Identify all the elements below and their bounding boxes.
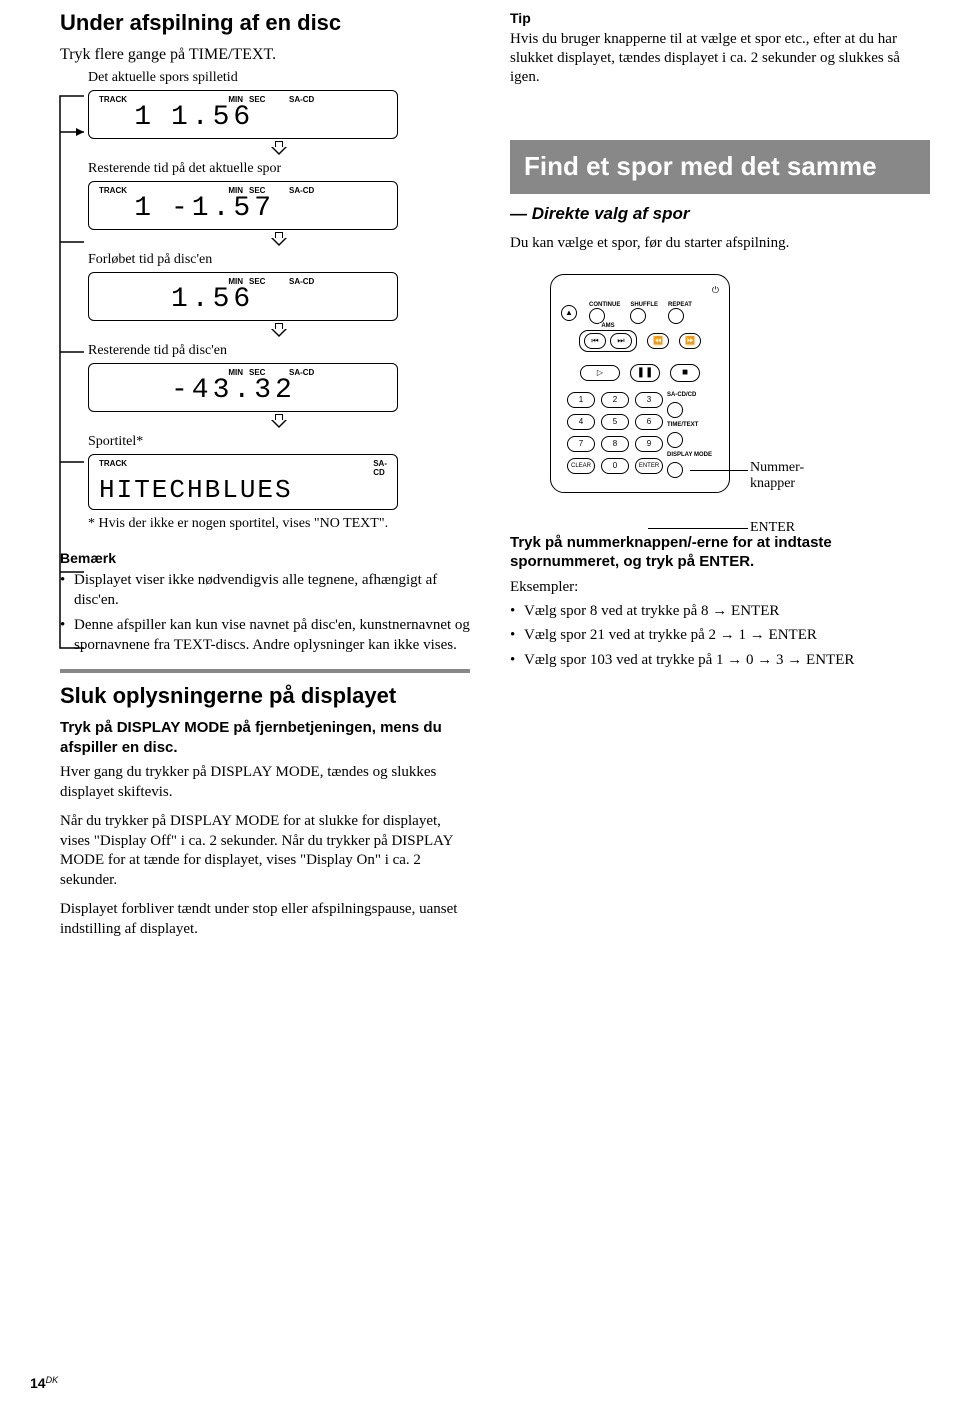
repeat-label: REPEAT xyxy=(668,302,692,308)
clear-button: CLEAR xyxy=(567,458,595,474)
continue-button xyxy=(589,308,605,324)
bemaerk-item: Displayet viser ikke nødvendigvis alle t… xyxy=(60,570,470,611)
lcd1-track: 1 xyxy=(99,104,171,132)
num-0-button: 0 xyxy=(601,458,629,474)
power-icon: ⏻ xyxy=(561,285,719,296)
lcd-3: MIN SEC SA-CD 1.56 xyxy=(88,272,398,321)
next-button: ⏭ xyxy=(610,333,632,349)
num-7-button: 7 xyxy=(567,436,595,452)
label-number-buttons: Nummer-knapper xyxy=(750,460,840,492)
page-number: 14DK xyxy=(30,1375,58,1391)
lcd1-time: 1.56 xyxy=(171,104,387,132)
tip-header: Tip xyxy=(510,10,930,26)
lcd-2: TRACK MIN SEC SA-CD 1 -1.57 xyxy=(88,181,398,230)
num-3-button: 3 xyxy=(635,392,663,408)
heading-sluk: Sluk oplysningerne på displayet xyxy=(60,683,470,708)
flow-bracket xyxy=(56,92,88,652)
lcd-4: MIN SEC SA-CD -43.32 xyxy=(88,363,398,412)
lcd-label-sec: SEC xyxy=(249,95,289,104)
bemaerk-header: Bemærk xyxy=(60,550,470,566)
feature-paragraph: Du kan vælge et spor, før du starter afs… xyxy=(510,234,930,254)
subheading: Tryk flere gange på TIME/TEXT. xyxy=(60,46,470,64)
feature-box: Find et spor med det samme xyxy=(510,140,930,194)
heading-main: Under afspilning af en disc xyxy=(60,10,470,36)
lcd3-time: 1.56 xyxy=(171,286,387,314)
repeat-button xyxy=(668,308,684,324)
num-6-button: 6 xyxy=(635,414,663,430)
num-1-button: 1 xyxy=(567,392,595,408)
display-mode-button xyxy=(667,462,683,478)
lcd-label-sacd: SA-CD xyxy=(289,277,387,286)
time-text-label: TIME/TEXT xyxy=(667,422,698,428)
time-text-button xyxy=(667,432,683,448)
label-enter: ENTER xyxy=(750,520,795,536)
instruction-bold: Tryk på DISPLAY MODE på fjernbetjeningen… xyxy=(60,718,470,757)
num-5-button: 5 xyxy=(601,414,629,430)
body-paragraph: Hver gang du trykker på DISPLAY MODE, tæ… xyxy=(60,763,470,802)
lcd-label-sacd: SA-CD xyxy=(289,95,387,104)
tip-body: Hvis du bruger knapperne til at vælge et… xyxy=(510,30,930,86)
lcd-label-sec: SEC xyxy=(249,277,289,286)
page-number-value: 14 xyxy=(30,1375,46,1391)
caption-2: Resterende tid på det aktuelle spor xyxy=(88,161,470,177)
lcd-5: TRACK SA-CD HITECHBLUES xyxy=(88,454,398,510)
lcd-1: TRACK MIN SEC SA-CD 1 1.56 xyxy=(88,90,398,139)
example-item: Vælg spor 8 ved at trykke på 8 → ENTER xyxy=(510,601,930,621)
shuffle-button xyxy=(630,308,646,324)
arrow-down-icon xyxy=(271,323,287,337)
num-8-button: 8 xyxy=(601,436,629,452)
arrow-down-icon xyxy=(271,232,287,246)
stop-button: ■ xyxy=(670,364,700,382)
eject-button: ▲ xyxy=(561,305,577,321)
num-4-button: 4 xyxy=(567,414,595,430)
caption-1: Det aktuelle spors spilletid xyxy=(88,70,470,86)
example-item: Vælg spor 103 ved at trykke på 1 → 0 → 3… xyxy=(510,650,930,670)
enter-button: ENTER xyxy=(635,458,663,474)
page-number-suffix: DK xyxy=(46,1375,59,1385)
caption-5: Sportitel* xyxy=(88,434,470,450)
remote-diagram: ⏻ ▲ CONTINUE SHUFFLE REPEAT AMS ⏮ ⏭ ⏪ xyxy=(550,274,730,493)
leader-line xyxy=(690,470,748,471)
sacd-cd-button xyxy=(667,402,683,418)
lcd-label-sacd: SA-CD xyxy=(373,459,387,477)
num-2-button: 2 xyxy=(601,392,629,408)
pause-button: ❚❚ xyxy=(630,364,660,382)
number-grid: 1 2 3 4 5 6 7 8 9 CLEAR 0 ENTER xyxy=(567,392,663,474)
play-button: ▷ xyxy=(580,365,620,381)
lcd4-time: -43.32 xyxy=(171,377,387,405)
ams-group: AMS ⏮ ⏭ xyxy=(579,330,637,352)
lcd-label-sacd: SA-CD xyxy=(289,368,387,377)
ffwd-button: ⏩ xyxy=(679,333,701,349)
example-item: Vælg spor 21 ved at trykke på 2 → 1 → EN… xyxy=(510,625,930,645)
lcd5-title: HITECHBLUES xyxy=(99,477,387,503)
arrow-down-icon xyxy=(271,414,287,428)
shuffle-label: SHUFFLE xyxy=(630,302,658,308)
lcd2-time: -1.57 xyxy=(171,195,387,223)
body-paragraph: Displayet forbliver tændt under stop ell… xyxy=(60,900,470,939)
lcd-label-sacd: SA-CD xyxy=(289,186,387,195)
arrow-down-icon xyxy=(271,141,287,155)
bemaerk-item: Denne afspiller kan kun vise navnet på d… xyxy=(60,615,470,656)
ams-label: AMS xyxy=(599,323,616,329)
instruction-bold-2: Tryk på nummerknappen/-erne for at indta… xyxy=(510,533,930,572)
footnote: * Hvis der ikke er nogen sportitel, vise… xyxy=(88,516,470,532)
caption-3: Forløbet tid på disc'en xyxy=(88,252,470,268)
feature-subtitle: — Direkte valg af spor xyxy=(510,204,930,224)
body-paragraph: Når du trykker på DISPLAY MODE for at sl… xyxy=(60,812,470,890)
caption-4: Resterende tid på disc'en xyxy=(88,343,470,359)
sacd-cd-label: SA-CD/CD xyxy=(667,392,696,398)
lcd2-track: 1 xyxy=(99,195,171,223)
num-9-button: 9 xyxy=(635,436,663,452)
separator xyxy=(60,669,470,673)
feature-heading: Find et spor med det samme xyxy=(524,152,916,182)
display-mode-label: DISPLAY MODE xyxy=(667,452,712,458)
continue-label: CONTINUE xyxy=(589,302,620,308)
leader-line xyxy=(648,528,748,529)
prev-button: ⏮ xyxy=(584,333,606,349)
rew-button: ⏪ xyxy=(647,333,669,349)
examples-header: Eksempler: xyxy=(510,578,930,598)
